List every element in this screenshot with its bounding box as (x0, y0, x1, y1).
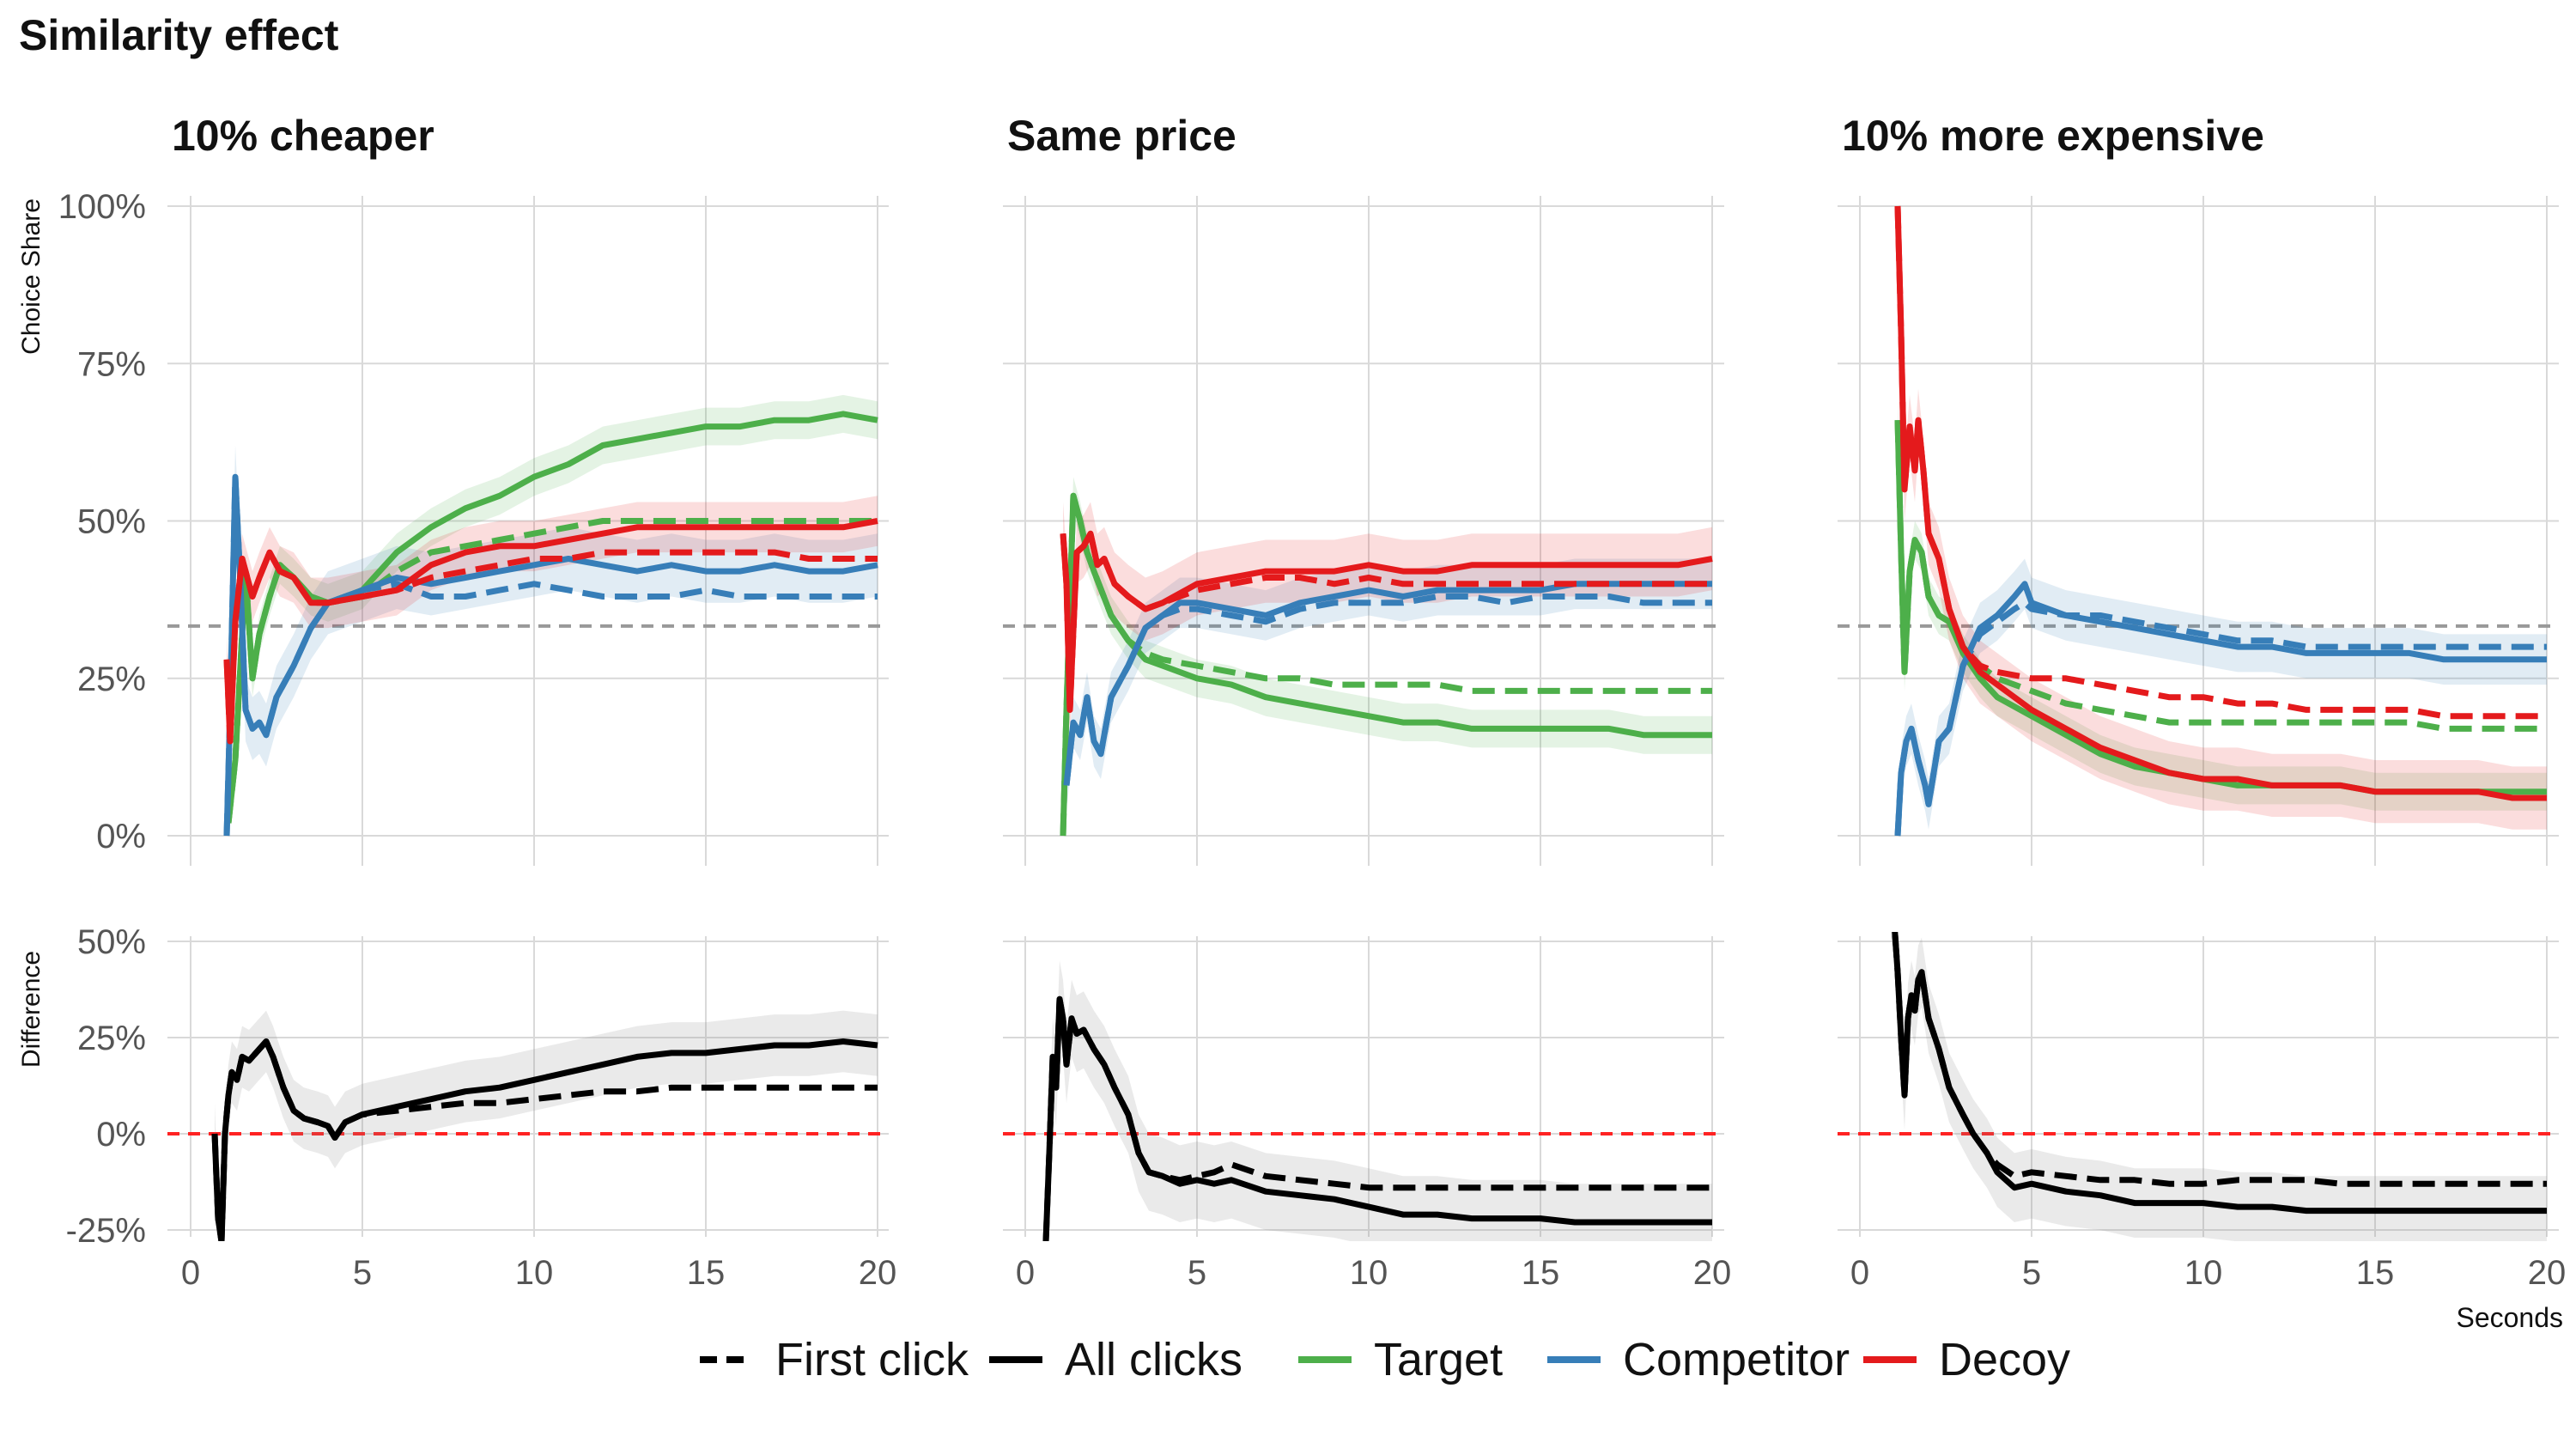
difference-line-first-click (1042, 995, 1712, 1241)
legend-label-competitor: Competitor (1623, 1334, 1850, 1385)
ci-band-target (228, 394, 878, 836)
legend-label-decoy: Decoy (1939, 1334, 2070, 1385)
bottom-y-tick-label: 0% (96, 1116, 146, 1154)
legend-label-target: Target (1374, 1334, 1503, 1385)
panel-title: 10% cheaper (172, 112, 434, 160)
ci-band-decoy (1898, 206, 2547, 830)
difference-line-all-clicks (1042, 995, 1712, 1241)
panels-layer: 10% cheaper 0% 25% 50% 75% 100% -25% 0% 25% 50% Ch… (17, 112, 2566, 1333)
ci-band-competitor (227, 445, 878, 836)
top-plot-area (223, 394, 878, 837)
difference-line-all-clicks (1892, 932, 2547, 1215)
series-line-target-all-clicks (1060, 492, 1712, 837)
top-y-tick-label: 75% (77, 345, 146, 383)
ci-band-decoy (1063, 502, 1712, 741)
series-line-competitor-all-clicks (1894, 581, 2547, 837)
panel-0: 10% cheaper 0% 25% 50% 75% 100% -25% 0% 25% 50% Ch… (17, 112, 896, 1292)
x-tick-label: 10 (1350, 1254, 1388, 1292)
panel-2: 10% more expensive 0 5 10 15 20 (1838, 112, 2566, 1292)
bottom-plot-area (211, 1010, 878, 1241)
x-tick-label: 15 (1522, 1254, 1560, 1292)
legend-label-all-clicks: All clicks (1065, 1334, 1242, 1385)
difference-line-all-clicks (211, 1038, 878, 1241)
x-tick-label: 5 (1188, 1254, 1206, 1292)
x-tick-label: 10 (2184, 1254, 2223, 1292)
legend-label-first-click: First click (775, 1334, 969, 1385)
ci-band-target (1063, 477, 1712, 836)
ci-band-competitor (1066, 558, 1712, 811)
figure-title: Similarity effect (19, 11, 339, 59)
panel-title: Same price (1007, 112, 1236, 160)
x-tick-label: 20 (2528, 1254, 2567, 1292)
x-tick-label: 5 (2022, 1254, 2041, 1292)
x-tick-label: 0 (181, 1254, 200, 1292)
ci-band-decoy (227, 496, 878, 767)
ci-band-difference (1891, 932, 2547, 1241)
ci-band-competitor (1898, 558, 2547, 836)
x-tick-label: 15 (687, 1254, 726, 1292)
x-tick-label: 5 (353, 1254, 372, 1292)
panel-1: Same price 0 5 10 15 20 (1003, 112, 1731, 1292)
series-line-decoy-first-click (1060, 530, 1712, 713)
bottom-y-tick-label: 50% (77, 923, 146, 961)
bottom-y-tick-label: -25% (66, 1212, 146, 1250)
x-tick-label: 10 (515, 1254, 554, 1292)
x-axis-label: Seconds (2456, 1302, 2563, 1333)
top-y-tick-label: 0% (96, 818, 146, 855)
ci-band-difference (215, 1010, 878, 1241)
x-tick-label: 15 (2356, 1254, 2395, 1292)
top-plot-area (1894, 205, 2547, 837)
x-tick-label: 20 (859, 1254, 897, 1292)
series-line-decoy-all-clicks (1894, 205, 2547, 801)
ci-band-difference (1046, 960, 1712, 1241)
bottom-y-tick-label: 25% (77, 1020, 146, 1057)
series-line-decoy-all-clicks (223, 518, 878, 745)
x-tick-label: 20 (1693, 1254, 1732, 1292)
x-tick-label: 0 (1850, 1254, 1869, 1292)
top-plot-area (1060, 477, 1713, 837)
top-y-tick-label: 25% (77, 661, 146, 698)
panel-title: 10% more expensive (1842, 112, 2264, 160)
top-y-tick-label: 100% (58, 188, 146, 226)
series-line-target-all-clicks (225, 411, 878, 824)
bottom-y-axis-label: Difference (17, 951, 46, 1068)
bottom-plot-area (1891, 932, 2547, 1241)
legend: First click All clicks Target Competitor Dec… (700, 1334, 2070, 1385)
bottom-plot-area (1042, 960, 1712, 1241)
top-y-axis-label: Choice Share (17, 198, 46, 355)
x-tick-label: 0 (1016, 1254, 1035, 1292)
top-y-tick-label: 50% (77, 503, 146, 541)
series-line-decoy-all-clicks (1060, 530, 1713, 713)
